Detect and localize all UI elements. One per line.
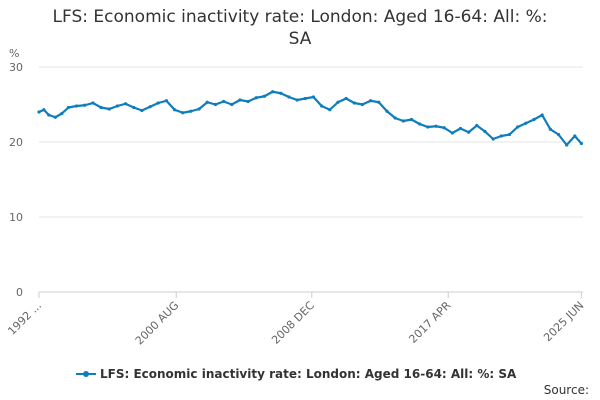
- data-point[interactable]: [409, 117, 414, 122]
- x-tick-labels: 1992 ... 2000 AUG 2008 DEC 2017 APR 2025 JUN: [5, 299, 586, 348]
- data-point[interactable]: [360, 102, 365, 107]
- legend-marker-icon: [83, 371, 89, 377]
- data-point[interactable]: [524, 121, 528, 125]
- data-point[interactable]: [556, 132, 561, 137]
- data-point[interactable]: [197, 107, 201, 111]
- data-point[interactable]: [205, 100, 209, 104]
- data-point[interactable]: [230, 102, 234, 107]
- data-point[interactable]: [107, 107, 111, 111]
- source-label: Source:: [544, 383, 589, 397]
- y-tick-label-10: 10: [9, 211, 23, 224]
- data-point[interactable]: [47, 113, 51, 117]
- data-point[interactable]: [450, 131, 454, 135]
- data-point[interactable]: [83, 103, 87, 107]
- series-line: [38, 90, 583, 147]
- legend[interactable]: LFS: Economic inactivity rate: London: A…: [76, 367, 517, 381]
- data-point[interactable]: [172, 108, 177, 112]
- x-tick-label-0: 1992 ...: [5, 299, 44, 338]
- data-point[interactable]: [579, 141, 583, 146]
- series-points: [37, 90, 583, 147]
- data-point[interactable]: [279, 91, 283, 95]
- x-tick-label-4: 2025 JUN: [541, 299, 586, 344]
- legend-series-label: LFS: Economic inactivity rate: London: A…: [100, 367, 517, 381]
- data-point[interactable]: [336, 100, 340, 104]
- data-point[interactable]: [328, 108, 332, 112]
- data-point[interactable]: [458, 126, 463, 131]
- data-point[interactable]: [303, 96, 307, 101]
- data-point[interactable]: [507, 132, 512, 137]
- data-point[interactable]: [189, 109, 193, 113]
- data-point[interactable]: [434, 124, 438, 128]
- data-point[interactable]: [369, 99, 373, 103]
- data-point[interactable]: [311, 95, 316, 99]
- data-point[interactable]: [238, 98, 242, 102]
- data-point[interactable]: [516, 125, 520, 129]
- data-point[interactable]: [37, 110, 41, 114]
- data-point[interactable]: [401, 119, 405, 123]
- data-point[interactable]: [222, 99, 226, 104]
- data-point[interactable]: [254, 96, 258, 100]
- data-point[interactable]: [132, 105, 136, 110]
- data-point[interactable]: [213, 102, 218, 107]
- data-point[interactable]: [262, 94, 267, 98]
- data-point[interactable]: [246, 99, 250, 104]
- data-point[interactable]: [385, 109, 389, 113]
- chart-title-line2: SA: [289, 29, 312, 49]
- data-point[interactable]: [540, 113, 544, 117]
- data-point[interactable]: [295, 98, 299, 102]
- data-point[interactable]: [344, 96, 348, 101]
- x-tick-label-1: 2000 AUG: [133, 299, 182, 348]
- data-point[interactable]: [287, 95, 291, 99]
- data-point[interactable]: [442, 126, 446, 130]
- x-tick-label-3: 2017 APR: [406, 299, 453, 346]
- data-point[interactable]: [181, 111, 185, 115]
- data-point[interactable]: [565, 143, 569, 147]
- data-point[interactable]: [499, 134, 503, 138]
- gridlines: [39, 66, 583, 218]
- data-point[interactable]: [148, 105, 152, 109]
- data-point[interactable]: [418, 122, 422, 126]
- data-point[interactable]: [53, 115, 57, 119]
- data-point[interactable]: [548, 127, 552, 131]
- x-tick-label-2: 2008 DEC: [269, 299, 317, 347]
- data-point[interactable]: [475, 123, 479, 128]
- data-point[interactable]: [42, 108, 46, 112]
- data-point[interactable]: [123, 102, 128, 106]
- data-point[interactable]: [115, 104, 120, 108]
- data-point[interactable]: [483, 129, 487, 134]
- data-point[interactable]: [320, 104, 324, 108]
- data-point[interactable]: [99, 105, 103, 110]
- y-tick-label-30: 30: [9, 61, 23, 74]
- data-point[interactable]: [91, 101, 95, 105]
- data-point[interactable]: [60, 111, 64, 116]
- data-point[interactable]: [491, 137, 495, 141]
- y-tick-label-0: 0: [16, 286, 23, 299]
- data-point[interactable]: [426, 125, 430, 129]
- data-point[interactable]: [352, 101, 356, 105]
- data-point[interactable]: [156, 101, 160, 105]
- data-point[interactable]: [393, 116, 397, 120]
- y-tick-label-20: 20: [9, 136, 23, 149]
- y-axis-label: %: [9, 47, 19, 60]
- data-point[interactable]: [140, 108, 144, 113]
- data-point[interactable]: [532, 117, 536, 122]
- data-point[interactable]: [164, 99, 169, 103]
- data-point[interactable]: [271, 90, 275, 94]
- series-group: [37, 90, 583, 147]
- data-point[interactable]: [66, 105, 71, 110]
- data-point[interactable]: [467, 130, 471, 134]
- chart-title-line1: LFS: Economic inactivity rate: London: A…: [53, 7, 548, 27]
- x-axis: [38, 291, 583, 298]
- data-point[interactable]: [377, 100, 381, 104]
- data-point[interactable]: [74, 104, 79, 108]
- data-point[interactable]: [573, 134, 577, 138]
- y-tick-labels: 0 10 20 30: [9, 61, 23, 299]
